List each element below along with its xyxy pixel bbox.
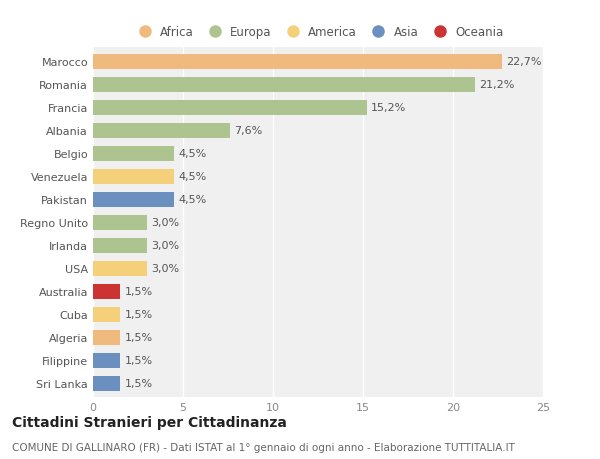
Text: 1,5%: 1,5%	[125, 378, 152, 388]
Bar	[93, 330, 120, 345]
Text: 1,5%: 1,5%	[125, 286, 152, 297]
Bar	[93, 307, 120, 322]
Text: COMUNE DI GALLINARO (FR) - Dati ISTAT al 1° gennaio di ogni anno - Elaborazione : COMUNE DI GALLINARO (FR) - Dati ISTAT al…	[12, 442, 515, 452]
Bar	[93, 78, 475, 92]
Bar	[93, 192, 174, 207]
Bar	[93, 55, 502, 69]
Bar	[93, 353, 120, 368]
Bar	[93, 261, 147, 276]
Text: 22,7%: 22,7%	[506, 57, 542, 67]
Text: 15,2%: 15,2%	[371, 103, 406, 113]
Text: 3,0%: 3,0%	[151, 241, 179, 251]
Legend: Africa, Europa, America, Asia, Oceania: Africa, Europa, America, Asia, Oceania	[128, 21, 508, 43]
Text: 4,5%: 4,5%	[179, 149, 207, 159]
Text: Cittadini Stranieri per Cittadinanza: Cittadini Stranieri per Cittadinanza	[12, 415, 287, 429]
Bar	[93, 101, 367, 115]
Text: 4,5%: 4,5%	[179, 195, 207, 205]
Text: 3,0%: 3,0%	[151, 218, 179, 228]
Text: 1,5%: 1,5%	[125, 332, 152, 342]
Bar	[93, 215, 147, 230]
Bar	[93, 284, 120, 299]
Text: 21,2%: 21,2%	[479, 80, 514, 90]
Text: 4,5%: 4,5%	[179, 172, 207, 182]
Text: 3,0%: 3,0%	[151, 263, 179, 274]
Text: 1,5%: 1,5%	[125, 355, 152, 365]
Text: 1,5%: 1,5%	[125, 309, 152, 319]
Bar	[93, 169, 174, 184]
Bar	[93, 146, 174, 161]
Text: 7,6%: 7,6%	[234, 126, 263, 136]
Bar	[93, 376, 120, 391]
Bar	[93, 123, 230, 138]
Bar	[93, 238, 147, 253]
